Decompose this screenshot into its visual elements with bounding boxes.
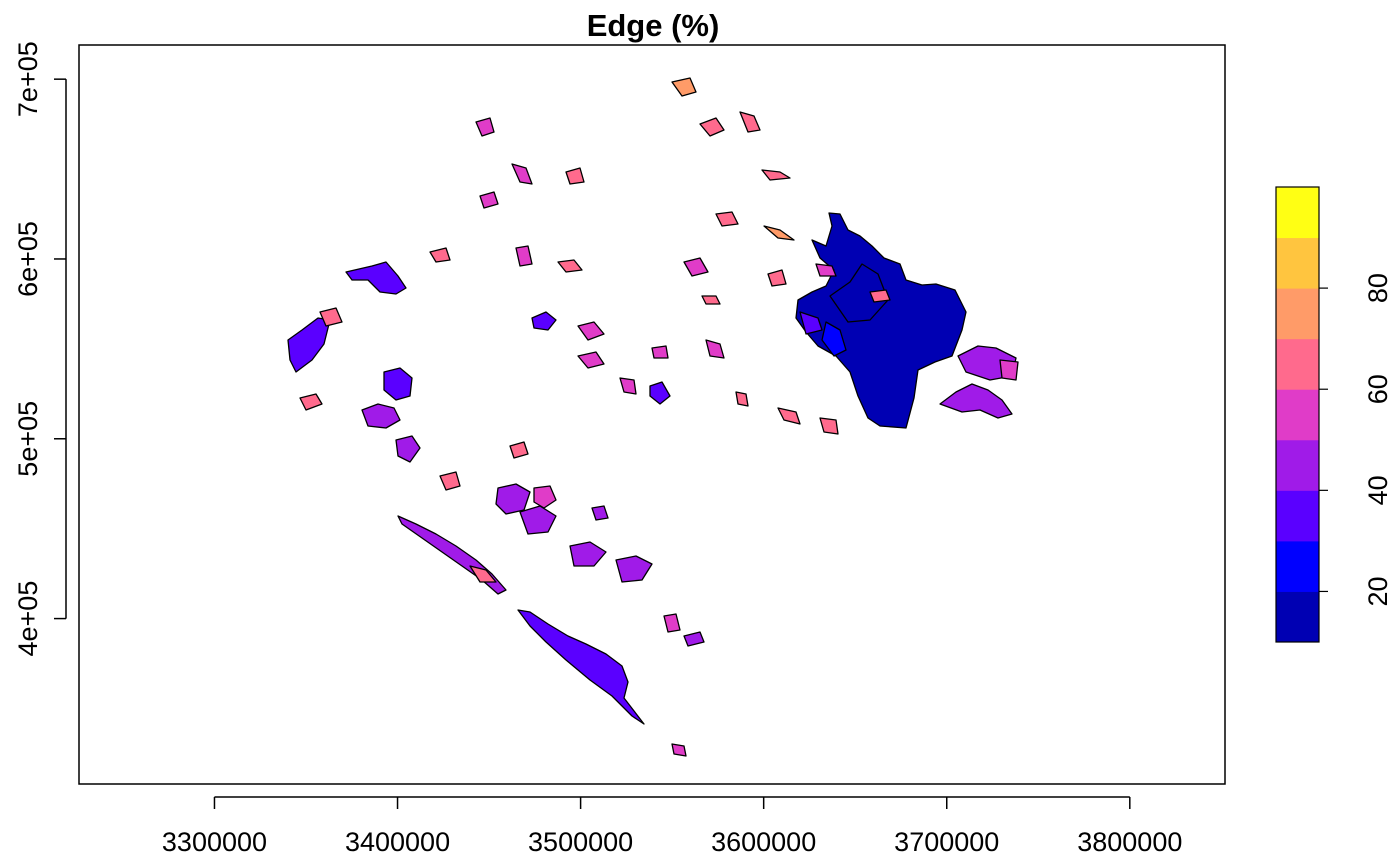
legend-swatch <box>1276 288 1319 340</box>
map-patch-small-24[interactable] <box>683 631 705 647</box>
map-patch-small-30[interactable] <box>429 247 451 263</box>
legend-swatch <box>1276 439 1319 491</box>
map-patch-small-6[interactable] <box>511 163 533 185</box>
map-patch-west-2[interactable] <box>345 261 407 295</box>
y-tick-label: 7e+05 <box>13 41 43 117</box>
legend-swatch <box>1276 338 1319 390</box>
map-patch-west-5[interactable] <box>395 435 421 463</box>
map-patch-east-adjacent[interactable] <box>821 321 847 357</box>
x-axis: 3300000 3400000 3500000 3600000 3700000 38000… <box>162 796 1182 857</box>
map-patch-center-3[interactable] <box>533 485 557 509</box>
x-tick-label: 3300000 <box>162 827 267 857</box>
map-patch-east-lobe[interactable] <box>829 263 889 323</box>
map-patch-center-5[interactable] <box>615 555 653 583</box>
legend-swatch <box>1276 237 1319 289</box>
map-patch-small-27[interactable] <box>715 211 739 227</box>
plot-frame <box>78 44 1226 785</box>
legend-swatch <box>1276 389 1319 441</box>
legend-swatch <box>1276 591 1319 643</box>
legend-swatch <box>1276 187 1319 239</box>
map-patch-small-21[interactable] <box>439 471 461 491</box>
map-patch-small-1[interactable] <box>475 117 495 137</box>
map-patch-small-13[interactable] <box>577 351 605 369</box>
map-patch-small-31[interactable] <box>619 377 637 395</box>
legend-tick-label: 80 <box>1363 273 1393 303</box>
map-patch-small-28[interactable] <box>763 225 795 241</box>
map-patch-small-12[interactable] <box>577 321 605 341</box>
map-patch-small-32[interactable] <box>869 289 891 303</box>
map-patch-small-7[interactable] <box>565 167 585 185</box>
map-patch-center-4[interactable] <box>569 541 607 567</box>
map-patch-west-1[interactable] <box>287 317 331 373</box>
map-patch-small-5[interactable] <box>761 169 791 181</box>
map-patch-center-7[interactable] <box>649 381 671 405</box>
map-patch-small-16[interactable] <box>735 391 749 407</box>
legend-tick-label: 20 <box>1363 576 1393 606</box>
map-patch-small-3[interactable] <box>699 117 725 137</box>
map-patch-small-25[interactable] <box>671 743 687 757</box>
legend-swatch <box>1276 490 1319 542</box>
legend-swatch <box>1276 540 1319 592</box>
map-patch-small-23[interactable] <box>663 613 681 633</box>
map-patch-small-22[interactable] <box>469 565 497 583</box>
map-patch-center-1[interactable] <box>495 483 531 515</box>
map-patch-small-2[interactable] <box>671 77 697 97</box>
legend-tick-label: 60 <box>1363 374 1393 404</box>
map-patch-small-35[interactable] <box>591 505 609 521</box>
map-patch-small-33[interactable] <box>815 263 837 277</box>
y-tick-label: 5e+05 <box>13 401 43 477</box>
map-patch-east-pink[interactable] <box>999 359 1019 381</box>
map-patch-small-14[interactable] <box>651 345 669 359</box>
map-patch-east-purple[interactable] <box>939 383 1013 419</box>
x-tick-label: 3700000 <box>894 827 999 857</box>
x-tick-label: 3500000 <box>528 827 633 857</box>
map-patch-small-8[interactable] <box>515 245 533 267</box>
map-patch-south-strip[interactable] <box>517 609 645 725</box>
x-tick-label: 3800000 <box>1077 827 1182 857</box>
y-tick-label: 4e+05 <box>13 581 43 657</box>
x-tick-label: 3400000 <box>345 827 450 857</box>
map-patch-east-violet[interactable] <box>799 311 823 335</box>
map-patch-small-34[interactable] <box>509 441 529 459</box>
map-patch-center-6[interactable] <box>531 311 557 331</box>
legend-frame <box>1275 186 1320 643</box>
map-patch-small-15[interactable] <box>705 339 725 359</box>
y-axis: 4e+05 5e+05 6e+05 7e+05 <box>13 41 67 657</box>
map-patch-center-2[interactable] <box>519 505 557 535</box>
map-patch-west-4[interactable] <box>383 367 413 401</box>
map-patch-small-11[interactable] <box>701 295 721 305</box>
color-legend: 20 40 60 80 <box>1275 186 1393 643</box>
map-patch-small-4[interactable] <box>739 111 761 133</box>
x-tick-label: 3600000 <box>711 827 816 857</box>
plot-title: Edge (%) <box>587 8 720 43</box>
map-patch-small-9[interactable] <box>557 259 583 273</box>
map-patch-small-19[interactable] <box>299 393 323 411</box>
map-patch-small-10[interactable] <box>683 257 709 277</box>
map-patch-small-20[interactable] <box>319 307 343 327</box>
map-patch-small-17[interactable] <box>777 407 801 425</box>
map-patch-west-3[interactable] <box>361 403 401 429</box>
map-patch-small-18[interactable] <box>819 417 839 435</box>
patch-layer <box>287 77 1019 757</box>
map-patch-east-core[interactable] <box>795 212 967 429</box>
legend-tick-label: 40 <box>1363 475 1393 505</box>
map-patch-small-26[interactable] <box>767 269 787 287</box>
map-patch-small-29[interactable] <box>479 191 499 209</box>
y-tick-label: 6e+05 <box>13 221 43 297</box>
